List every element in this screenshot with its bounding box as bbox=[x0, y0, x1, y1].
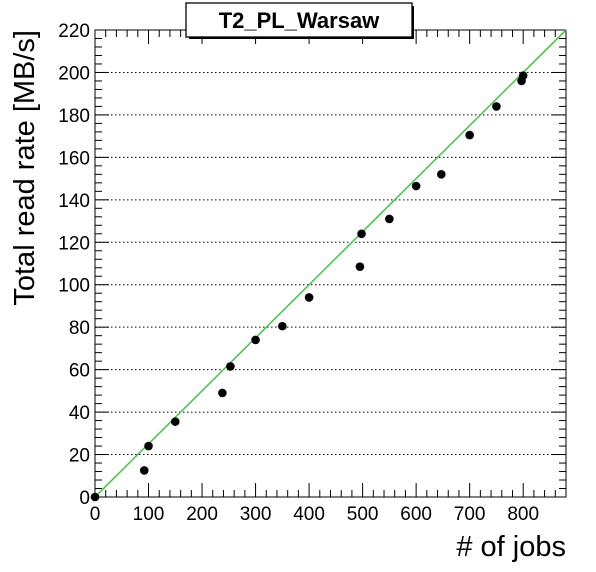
title-box: T2_PL_Warsaw bbox=[185, 2, 414, 39]
x-tick-label: 800 bbox=[507, 504, 539, 525]
x-tick-label: 100 bbox=[133, 504, 165, 525]
tick-labels: 0 20 40 60 80 100 120 140 160 180 200 220 0 100 200 300… bbox=[58, 21, 539, 525]
y-tick-label: 200 bbox=[58, 63, 90, 84]
y-axis-title: Total read rate [MB/s] bbox=[9, 30, 41, 306]
y-tick-label: 80 bbox=[69, 318, 90, 339]
data-point bbox=[304, 293, 314, 302]
x-tick-label: 200 bbox=[186, 504, 218, 525]
y-tick-label: 20 bbox=[69, 446, 90, 467]
data-point bbox=[357, 229, 366, 239]
data-point bbox=[465, 130, 474, 140]
y-tick-label: 140 bbox=[58, 191, 90, 212]
title-box-shadow-right bbox=[412, 6, 414, 39]
grid-lines bbox=[95, 71, 566, 456]
data-point bbox=[278, 321, 287, 331]
y-tick-label: 180 bbox=[58, 106, 90, 127]
data-point bbox=[518, 71, 528, 80]
y-tick-label: 160 bbox=[58, 148, 90, 169]
data-point bbox=[90, 492, 100, 502]
x-tick-label: 0 bbox=[90, 504, 101, 525]
chart-title: T2_PL_Warsaw bbox=[219, 8, 380, 33]
data-point bbox=[355, 262, 365, 271]
data-point bbox=[170, 417, 180, 426]
data-point bbox=[139, 466, 149, 475]
x-tick-label: 300 bbox=[240, 504, 272, 525]
y-tick-label: 0 bbox=[79, 488, 90, 509]
y-tick-label: 220 bbox=[58, 21, 90, 42]
title-box-shadow-bottom bbox=[189, 37, 414, 39]
data-point bbox=[385, 214, 394, 224]
y-tick-label: 40 bbox=[69, 403, 90, 424]
x-tick-label: 600 bbox=[400, 504, 432, 525]
x-tick-label: 700 bbox=[454, 504, 486, 525]
data-point bbox=[218, 388, 227, 398]
fit-line bbox=[94, 29, 567, 498]
data-point bbox=[251, 335, 260, 345]
x-tick-label: 500 bbox=[347, 504, 379, 525]
y-tick-label: 120 bbox=[58, 233, 90, 254]
data-point bbox=[436, 170, 446, 179]
y-tick-label: 100 bbox=[58, 276, 90, 297]
data-point bbox=[411, 181, 421, 191]
y-tick-label: 60 bbox=[69, 361, 90, 382]
x-tick-label: 400 bbox=[293, 504, 325, 525]
data-point bbox=[492, 102, 501, 111]
x-axis-title: # of jobs bbox=[456, 531, 566, 563]
data-points bbox=[90, 71, 528, 502]
data-point bbox=[144, 441, 153, 451]
data-point bbox=[226, 362, 235, 371]
